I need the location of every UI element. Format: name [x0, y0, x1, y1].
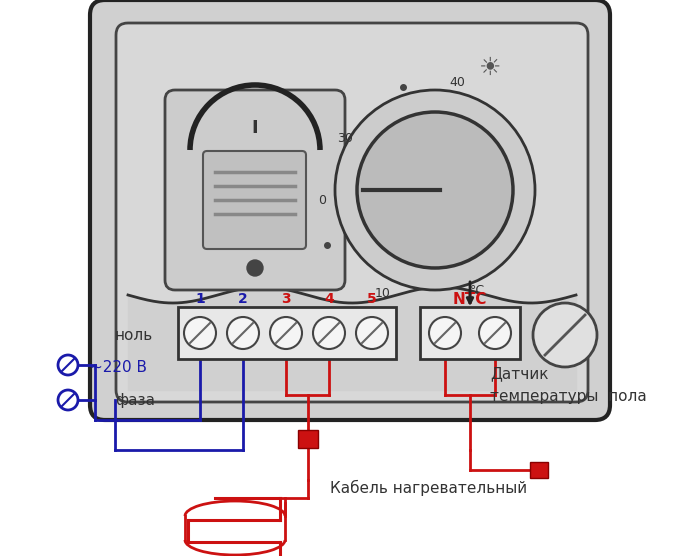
Text: фаза: фаза	[115, 393, 155, 408]
Circle shape	[58, 355, 78, 375]
Circle shape	[247, 260, 263, 276]
Text: 3: 3	[281, 292, 290, 306]
Text: 4: 4	[324, 292, 334, 306]
Text: NTC: NTC	[453, 291, 487, 306]
Bar	[178, 307, 396, 359]
Circle shape	[313, 317, 345, 349]
Text: ~220 В: ~220 В	[90, 360, 147, 375]
Text: °C: °C	[470, 284, 484, 296]
Text: 0: 0	[318, 193, 326, 206]
Text: 10: 10	[375, 286, 391, 300]
Circle shape	[356, 317, 388, 349]
Circle shape	[227, 317, 259, 349]
Text: 5: 5	[367, 292, 377, 306]
Circle shape	[533, 303, 597, 367]
Circle shape	[335, 90, 535, 290]
Circle shape	[270, 317, 302, 349]
Circle shape	[429, 317, 461, 349]
Text: 30: 30	[337, 132, 353, 145]
FancyBboxPatch shape	[116, 23, 588, 402]
Text: I: I	[252, 119, 258, 137]
Text: 40: 40	[449, 76, 465, 88]
Text: 1: 1	[195, 292, 205, 306]
Circle shape	[58, 390, 78, 410]
Bar	[420, 307, 520, 359]
Circle shape	[479, 317, 511, 349]
Text: ☀: ☀	[479, 56, 501, 80]
FancyBboxPatch shape	[90, 0, 610, 420]
Circle shape	[184, 317, 216, 349]
Text: Кабель нагревательный: Кабель нагревательный	[330, 480, 527, 496]
FancyBboxPatch shape	[203, 151, 306, 249]
Circle shape	[357, 112, 513, 268]
Bar	[530, 462, 548, 478]
Bar	[298, 430, 318, 448]
FancyBboxPatch shape	[165, 90, 345, 290]
Text: ноль: ноль	[115, 327, 153, 342]
Text: Датчик
температуры  пола: Датчик температуры пола	[490, 366, 647, 404]
Text: 2: 2	[238, 292, 248, 306]
